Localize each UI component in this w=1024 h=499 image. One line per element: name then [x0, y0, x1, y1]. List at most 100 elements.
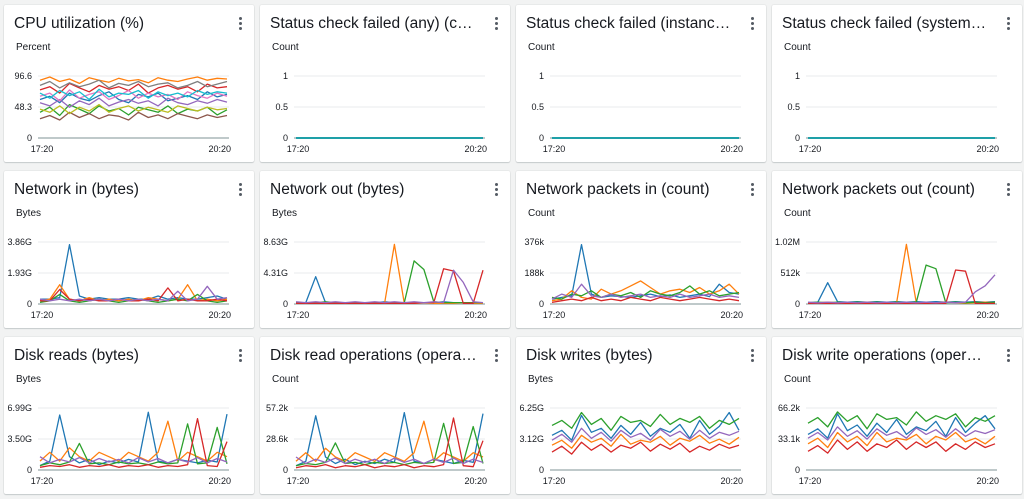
y-axis-unit-label: Percent — [16, 42, 51, 53]
series-line-4 — [807, 439, 996, 454]
series-line-9 — [39, 103, 228, 115]
widget-disk-writes[interactable]: Disk writes (bytes) Bytes 6.25G 3.12G 0 17:20… — [516, 337, 766, 494]
y-axis-unit-label: Count — [272, 42, 299, 53]
y-tick-label: 33.1k — [778, 434, 801, 444]
more-options-icon[interactable] — [748, 347, 756, 365]
y-tick-label: 0 — [539, 465, 544, 475]
y-tick-label: 0 — [27, 133, 32, 143]
series-line-3 — [39, 423, 228, 467]
line-chart: 3.86G 1.93G 017:20 20:20 — [7, 237, 231, 320]
x-tick-label: 20:20 — [464, 144, 487, 154]
series-line-4 — [296, 268, 484, 304]
x-tick-label: 20:20 — [464, 310, 487, 320]
y-tick-label: 6.25G — [519, 403, 544, 413]
y-tick-label: 48.3 — [14, 102, 32, 112]
x-tick-label: 20:20 — [720, 310, 743, 320]
widget-disk-reads[interactable]: Disk reads (bytes) Bytes 6.99G 3.50G 0 17:20 2… — [4, 337, 254, 494]
series-line-3 — [551, 285, 740, 300]
widget-status-instance[interactable]: Status check failed (instance) (count)Co… — [516, 5, 766, 162]
line-chart: 66.2k 33.1k 017:20 20:20 — [778, 403, 999, 486]
series-line-5 — [807, 426, 996, 441]
y-tick-label: 0 — [283, 465, 288, 475]
series-line-1 — [551, 243, 740, 300]
widget-status-system[interactable]: Status check failed (system) (count)Coun… — [772, 5, 1022, 162]
line-chart: 6.25G 3.12G 017:20 20:20 — [519, 403, 743, 486]
more-options-icon[interactable] — [1004, 181, 1012, 199]
series-line-4 — [808, 269, 995, 305]
y-tick-label: 376k — [524, 237, 544, 247]
y-tick-label: 0.5 — [531, 102, 544, 112]
widget-network-in[interactable]: Network in (bytes) Bytes 3.86G 1.93G 0 17:20 2… — [4, 171, 254, 328]
more-options-icon[interactable] — [1004, 347, 1012, 365]
series-line-2 — [39, 76, 228, 85]
series-line-5 — [295, 456, 484, 465]
x-tick-label: 17:20 — [287, 476, 310, 486]
more-options-icon[interactable] — [492, 15, 500, 33]
more-options-icon[interactable] — [748, 181, 756, 199]
y-tick-label: 1.93G — [7, 268, 32, 278]
y-axis-unit-label: Count — [528, 208, 555, 219]
series-line-2 — [551, 280, 740, 302]
y-tick-label: 3.12G — [519, 434, 544, 444]
y-tick-label: 0 — [283, 133, 288, 143]
line-chart: 1 0.5 017:20 20:20 — [531, 71, 743, 154]
series-line-4 — [295, 417, 484, 469]
line-chart: 8.63G 4.31G 017:20 20:20 — [263, 237, 487, 320]
x-tick-label: 17:20 — [799, 144, 822, 154]
y-tick-label: 6.99G — [7, 403, 32, 413]
series-line-4 — [39, 417, 228, 468]
series-line-4 — [551, 441, 740, 455]
y-tick-label: 0.5 — [275, 102, 288, 112]
series-line-5 — [39, 456, 228, 464]
line-chart: 57.2k 28.6k 017:20 20:20 — [266, 403, 487, 486]
y-tick-label: 0 — [795, 299, 800, 309]
widget-network-packets-out[interactable]: Network packets out (count) Count 1.02M 512… — [772, 171, 1022, 328]
widget-disk-write-ops[interactable]: Disk write operations (operations) Count 6… — [772, 337, 1022, 494]
more-options-icon[interactable] — [492, 181, 500, 199]
series-line-5 — [551, 283, 740, 300]
series-line-3 — [296, 260, 483, 304]
y-tick-label: 3.50G — [7, 434, 32, 444]
y-axis-unit-label: Count — [784, 374, 811, 385]
y-tick-label: 96.6 — [14, 71, 32, 81]
more-options-icon[interactable] — [236, 181, 244, 199]
series-line-2 — [551, 433, 740, 449]
more-options-icon[interactable] — [748, 15, 756, 33]
series-line-3 — [295, 422, 484, 467]
more-options-icon[interactable] — [1004, 15, 1012, 33]
y-axis-unit-label: Bytes — [528, 374, 554, 385]
series-line-3 — [551, 411, 740, 431]
more-options-icon[interactable] — [492, 347, 500, 365]
x-tick-label: 17:20 — [287, 144, 310, 154]
x-tick-label: 17:20 — [31, 476, 54, 486]
line-chart: 376k 188k 017:20 20:20 — [524, 237, 743, 320]
widget-network-out[interactable]: Network out (bytes) Bytes 8.63G 4.31G 0 17:20… — [260, 171, 510, 328]
x-tick-label: 17:20 — [31, 310, 54, 320]
series-line-4 — [551, 296, 740, 304]
series-line-5 — [39, 97, 228, 108]
y-tick-label: 0 — [27, 465, 32, 475]
widget-disk-read-ops[interactable]: Disk read operations (operations) Count 57… — [260, 337, 510, 494]
series-line-1 — [551, 411, 740, 441]
series-line-5 — [551, 427, 740, 443]
y-tick-label: 3.86G — [7, 237, 32, 247]
series-line-6 — [39, 111, 228, 121]
more-options-icon[interactable] — [236, 347, 244, 365]
series-line-3 — [807, 411, 996, 430]
widget-network-packets-in[interactable]: Network packets in (count) Count 376k 188k 0… — [516, 171, 766, 328]
y-tick-label: 8.63G — [263, 237, 288, 247]
x-tick-label: 17:20 — [543, 476, 566, 486]
series-line-10 — [39, 88, 228, 101]
widget-cpu[interactable]: CPU utilization (%) Percent 96.6 48.3 0 17:20… — [4, 5, 254, 162]
widget-status-any[interactable]: Status check failed (any) (count) Count 1 0… — [260, 5, 510, 162]
y-tick-label: 1 — [283, 71, 288, 81]
x-tick-label: 17:20 — [799, 476, 822, 486]
x-tick-label: 20:20 — [720, 476, 743, 486]
more-options-icon[interactable] — [236, 15, 244, 33]
y-tick-label: 0 — [795, 465, 800, 475]
x-tick-label: 20:20 — [720, 144, 743, 154]
y-axis-unit-label: Count — [784, 208, 811, 219]
series-line-1 — [40, 243, 228, 300]
x-tick-label: 17:20 — [543, 310, 566, 320]
series-line-2 — [807, 431, 996, 449]
